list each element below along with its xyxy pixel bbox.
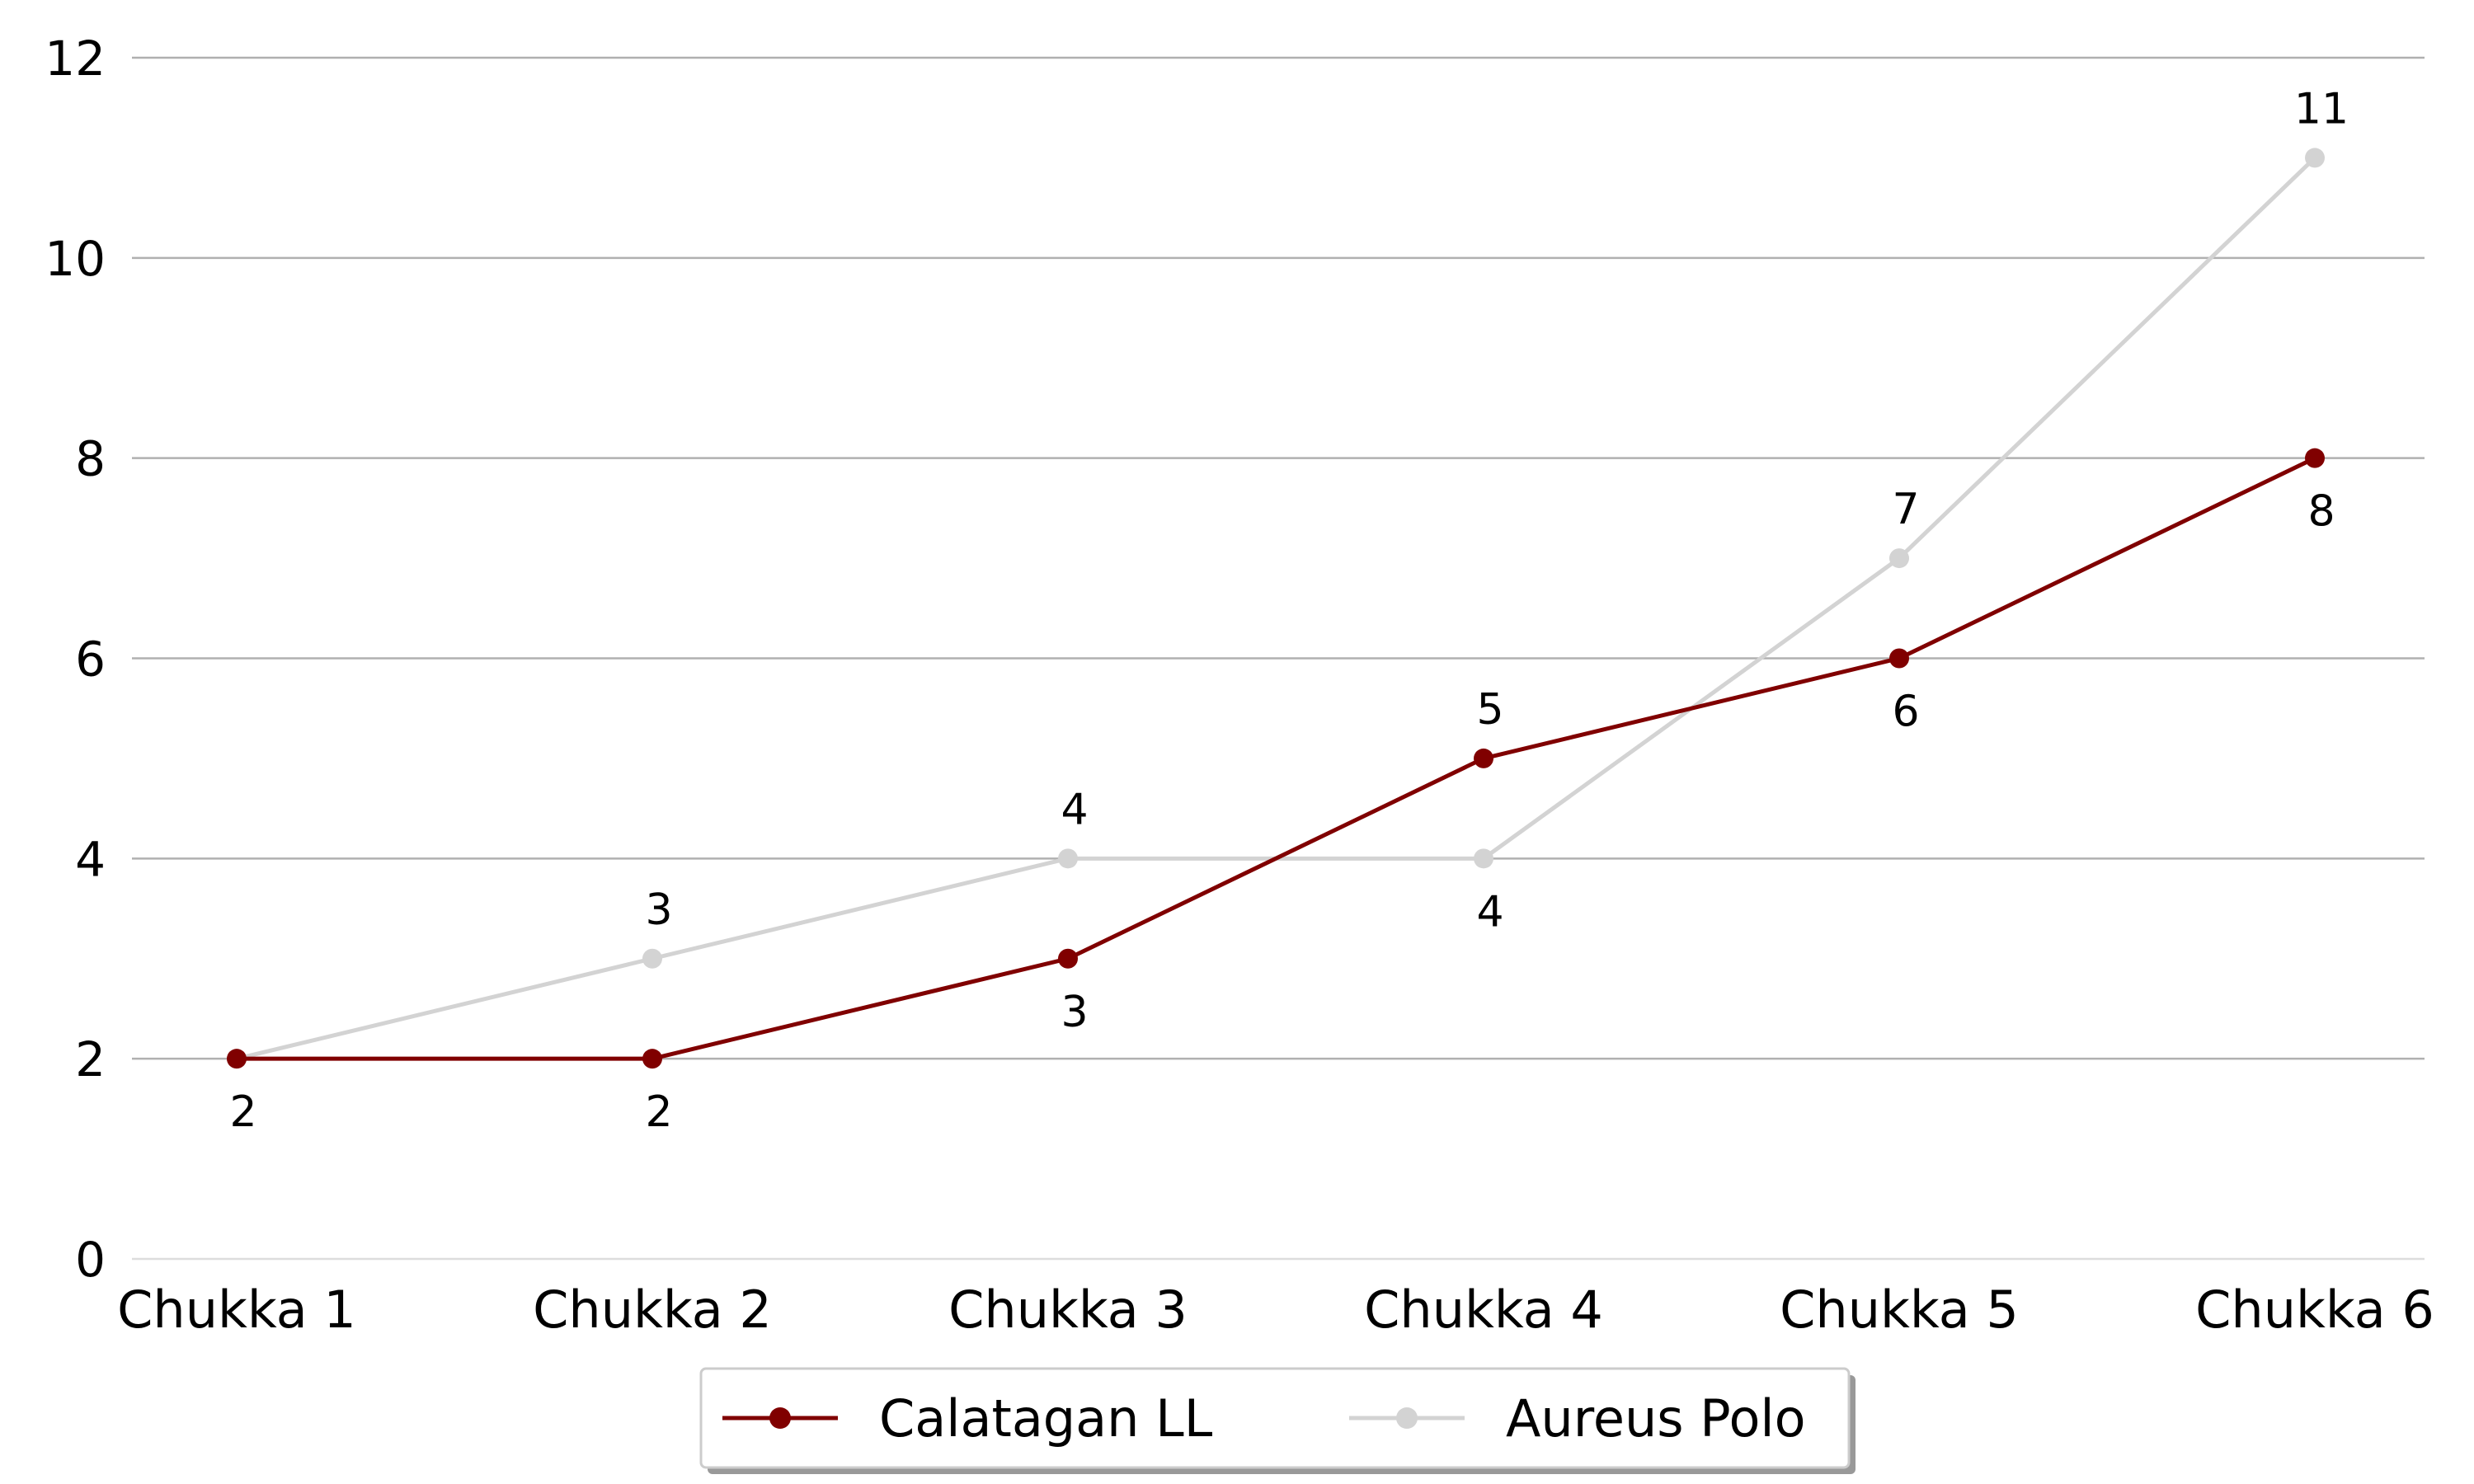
data-point-calatagan-ll: [1058, 948, 1078, 969]
data-point-aureus-polo: [2305, 148, 2325, 168]
data-label-aureus-polo: 7: [1892, 485, 1919, 534]
data-point-aureus-polo: [1474, 848, 1493, 869]
data-point-calatagan-ll: [1889, 648, 1909, 669]
x-tick-label: Chukka 2: [533, 1280, 772, 1340]
grid-lines: [132, 56, 2425, 1261]
y-tick-label: 0: [75, 1232, 106, 1288]
data-label-calatagan-ll: 8: [2307, 487, 2335, 537]
data-label-calatagan-ll: 3: [1061, 988, 1088, 1037]
legend-label-aureus-polo: Aureus Polo: [1506, 1388, 1806, 1449]
data-label-aureus-polo: 4: [1476, 887, 1503, 937]
x-tick-label: Chukka 6: [2195, 1280, 2434, 1340]
data-label-aureus-polo: 3: [645, 885, 672, 935]
legend-box: [699, 1367, 1851, 1469]
data-labels: 3 4 4 7 11 2 2 3 5 6 8: [229, 84, 2349, 1137]
y-tick-label: 8: [75, 431, 106, 487]
data-label-aureus-polo: 11: [2294, 84, 2349, 134]
x-tick-label: Chukka 4: [1364, 1280, 1603, 1340]
y-tick-label: 12: [45, 31, 106, 87]
x-axis-ticks: Chukka 1 Chukka 2 Chukka 3 Chukka 4 Chukka 5…: [117, 1280, 2434, 1340]
y-axis-ticks: 0 2 4 6 8 10 12: [45, 31, 106, 1288]
data-point-calatagan-ll: [227, 1049, 247, 1069]
data-point-aureus-polo: [642, 948, 662, 969]
series-line-calatagan-ll: [237, 456, 2316, 1061]
y-tick-label: 10: [45, 231, 106, 287]
data-point-aureus-polo: [1058, 848, 1078, 869]
data-point-calatagan-ll: [1474, 748, 1493, 768]
y-tick-label: 2: [75, 1031, 106, 1087]
legend-swatch-marker-calatagan-ll: [769, 1407, 791, 1429]
x-tick-label: Chukka 1: [117, 1280, 356, 1340]
legend-swatch-marker-aureus-polo: [1396, 1407, 1418, 1429]
data-point-aureus-polo: [1889, 548, 1909, 569]
data-point-calatagan-ll: [2305, 448, 2325, 468]
series-lines: [227, 148, 2325, 1069]
y-tick-label: 6: [75, 632, 106, 688]
legend-label-calatagan-ll: Calatagan LL: [879, 1388, 1213, 1449]
x-tick-label: Chukka 5: [1780, 1280, 2019, 1340]
data-label-calatagan-ll: 2: [645, 1087, 672, 1137]
data-label-calatagan-ll: 5: [1476, 685, 1503, 735]
y-tick-label: 4: [75, 831, 106, 887]
data-point-calatagan-ll: [642, 1049, 662, 1069]
data-label-calatagan-ll: 2: [229, 1087, 256, 1137]
x-tick-label: Chukka 3: [948, 1280, 1188, 1340]
legend: Calatagan LL Aureus Polo: [699, 1367, 1856, 1474]
data-label-calatagan-ll: 6: [1892, 688, 1919, 737]
data-label-aureus-polo: 4: [1061, 785, 1088, 834]
